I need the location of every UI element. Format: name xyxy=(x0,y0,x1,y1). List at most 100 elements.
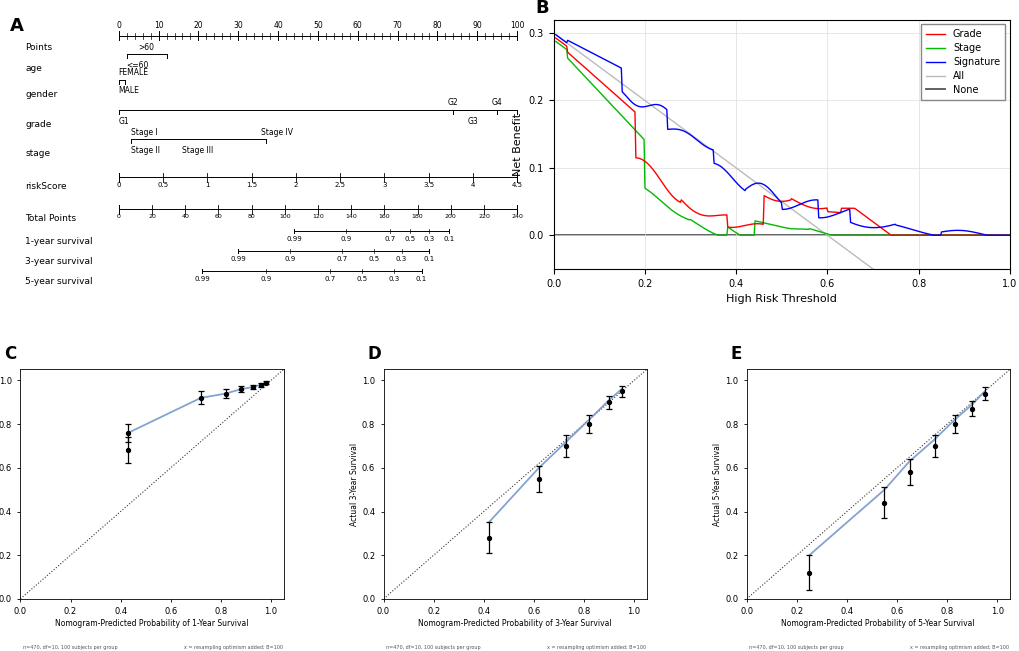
Text: B: B xyxy=(535,0,548,17)
X-axis label: Nomogram-Predicted Probability of 3-Year Survival: Nomogram-Predicted Probability of 3-Year… xyxy=(418,619,611,628)
All xyxy=(795,212,807,220)
Text: Total Points: Total Points xyxy=(25,214,76,223)
None xyxy=(819,231,832,239)
Text: 2: 2 xyxy=(293,182,298,188)
Text: 90: 90 xyxy=(472,20,482,29)
Text: 40: 40 xyxy=(181,214,189,219)
Text: 0.5: 0.5 xyxy=(404,236,415,242)
Text: 2.5: 2.5 xyxy=(334,182,345,188)
None xyxy=(991,231,1004,239)
Text: 3-year survival: 3-year survival xyxy=(25,257,93,266)
Point xyxy=(557,441,574,451)
Text: 0: 0 xyxy=(117,214,120,219)
Point xyxy=(800,568,816,578)
Text: x = resampling optimism added; B=100
Based on observed-predicted: x = resampling optimism added; B=100 Bas… xyxy=(546,644,645,651)
Text: 0: 0 xyxy=(116,182,121,188)
All xyxy=(549,31,561,38)
Line: Grade: Grade xyxy=(555,38,1009,235)
Grade xyxy=(549,34,561,42)
Text: A: A xyxy=(10,17,24,35)
Text: 20: 20 xyxy=(194,20,203,29)
Text: 0.99: 0.99 xyxy=(230,256,246,262)
Point xyxy=(120,445,137,456)
Text: 180: 180 xyxy=(412,214,423,219)
Stage xyxy=(820,230,833,238)
Text: 60: 60 xyxy=(214,214,222,219)
Text: 1: 1 xyxy=(205,182,209,188)
Text: C: C xyxy=(5,344,17,363)
Text: 120: 120 xyxy=(312,214,323,219)
Text: FEMALE: FEMALE xyxy=(118,68,149,77)
Point xyxy=(193,393,209,403)
Text: 0.3: 0.3 xyxy=(395,256,407,262)
Text: Stage II: Stage II xyxy=(130,146,160,155)
Text: 80: 80 xyxy=(432,20,442,29)
Point xyxy=(963,404,979,414)
None xyxy=(767,231,780,239)
Text: 4: 4 xyxy=(470,182,475,188)
Text: 0.9: 0.9 xyxy=(260,275,271,282)
Text: 0.9: 0.9 xyxy=(284,256,296,262)
Text: Stage IV: Stage IV xyxy=(261,128,292,137)
All xyxy=(991,358,1004,366)
Point xyxy=(245,381,261,392)
Y-axis label: Actual 3-Year Survival: Actual 3-Year Survival xyxy=(350,443,359,526)
Stage xyxy=(765,221,777,229)
Grade xyxy=(764,195,776,203)
All xyxy=(767,192,780,200)
None xyxy=(549,231,561,239)
Text: 220: 220 xyxy=(478,214,489,219)
Text: 0.9: 0.9 xyxy=(340,236,352,242)
Text: 1.5: 1.5 xyxy=(246,182,257,188)
Point xyxy=(925,441,942,451)
Text: grade: grade xyxy=(25,120,52,129)
Text: 160: 160 xyxy=(378,214,390,219)
Text: 0.99: 0.99 xyxy=(286,236,302,242)
X-axis label: Nomogram-Predicted Probability of 1-Year Survival: Nomogram-Predicted Probability of 1-Year… xyxy=(55,619,249,628)
Grade xyxy=(1003,231,1015,239)
Point xyxy=(253,380,269,390)
Text: G4: G4 xyxy=(491,98,502,107)
Stage xyxy=(922,231,934,239)
Text: x = resampling optimism added; B=100
Based on observed-predicted: x = resampling optimism added; B=100 Bas… xyxy=(183,644,282,651)
Grade xyxy=(993,231,1005,239)
Text: gender: gender xyxy=(25,90,58,99)
Stage xyxy=(993,231,1005,239)
Legend: Grade, Stage, Signature, All, None: Grade, Stage, Signature, All, None xyxy=(920,24,1004,100)
Text: 50: 50 xyxy=(313,20,322,29)
Text: 70: 70 xyxy=(392,20,403,29)
Text: 4.5: 4.5 xyxy=(512,182,522,188)
Text: age: age xyxy=(25,64,42,74)
Text: 20: 20 xyxy=(148,214,156,219)
None xyxy=(921,231,933,239)
Text: 10: 10 xyxy=(154,20,163,29)
Grade xyxy=(767,197,780,204)
Point xyxy=(480,533,496,543)
Text: 5-year survival: 5-year survival xyxy=(25,277,93,286)
Text: 0: 0 xyxy=(116,20,121,29)
Text: >60: >60 xyxy=(139,43,155,52)
X-axis label: Nomogram-Predicted Probability of 5-Year Survival: Nomogram-Predicted Probability of 5-Year… xyxy=(781,619,974,628)
Y-axis label: Actual 5-Year Survival: Actual 5-Year Survival xyxy=(712,443,721,526)
Text: G1: G1 xyxy=(118,117,129,126)
Grade xyxy=(795,200,807,208)
Text: Stage I: Stage I xyxy=(130,128,157,137)
Text: 0.7: 0.7 xyxy=(324,275,335,282)
Stage xyxy=(768,221,781,229)
Text: D: D xyxy=(368,344,381,363)
Grade xyxy=(922,231,934,239)
All xyxy=(921,305,933,313)
Text: riskScore: riskScore xyxy=(25,182,67,191)
Text: E: E xyxy=(731,344,742,363)
None xyxy=(1003,231,1015,239)
Text: 0.3: 0.3 xyxy=(387,275,398,282)
None xyxy=(795,231,807,239)
Text: 60: 60 xyxy=(353,20,363,29)
Text: 0.1: 0.1 xyxy=(416,275,427,282)
Point xyxy=(232,384,249,395)
Stage xyxy=(1003,231,1015,239)
Text: 100: 100 xyxy=(510,20,524,29)
Signature xyxy=(767,190,780,198)
Line: Signature: Signature xyxy=(555,35,1009,235)
Signature xyxy=(764,187,776,195)
